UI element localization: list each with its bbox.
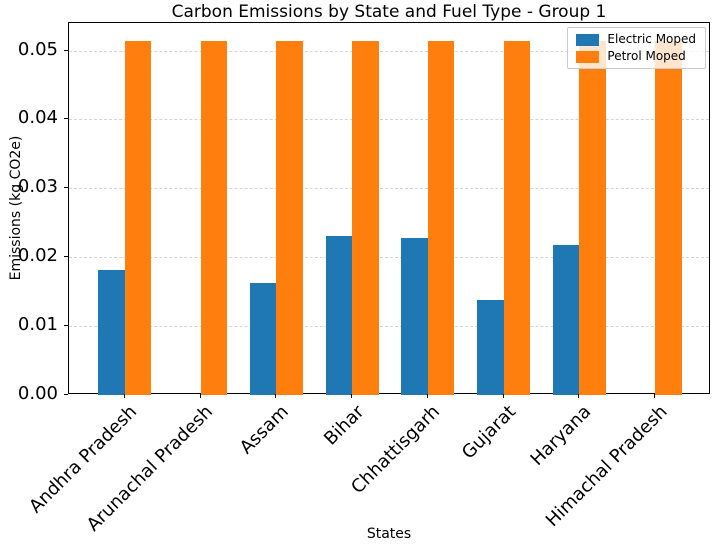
x-tick-label-text: Gujarat <box>457 401 520 464</box>
petrol-moped-bar <box>200 40 228 395</box>
y-tick-label: 0.02 <box>17 245 58 267</box>
x-tick-mark <box>654 394 656 398</box>
x-tick-label-text: Assam <box>235 401 293 459</box>
x-tick-mark <box>426 394 428 398</box>
petrol-moped-bar <box>579 40 606 395</box>
legend-item-petrol-moped: Petrol Moped <box>576 50 696 63</box>
y-tick-mark <box>64 325 68 327</box>
petrol-moped-bar <box>276 40 303 395</box>
y-tick-label: 0.03 <box>17 176 58 198</box>
legend-item-electric-moped: Electric Moped <box>576 33 696 46</box>
x-tick-label-text: Haryana <box>526 401 596 470</box>
x-tick-mark <box>199 394 201 398</box>
petrol-moped-bar <box>427 40 455 395</box>
y-tick-mark <box>64 118 68 120</box>
electric-moped-bar <box>477 299 504 395</box>
gridline <box>69 188 709 190</box>
petrol-moped-bar <box>503 40 531 395</box>
petrol-moped-bar <box>655 40 682 395</box>
petrol-moped-bar <box>124 40 152 395</box>
gridline <box>69 257 709 259</box>
gridline <box>69 50 709 52</box>
petrol-moped-swatch-icon <box>576 50 600 63</box>
legend-label: Electric Moped <box>607 32 696 46</box>
x-axis-label: States <box>366 526 412 542</box>
x-tick-label-text: Arunachal Pradesh <box>82 401 217 536</box>
electric-moped-bar <box>325 235 353 395</box>
electric-moped-bar <box>98 269 125 395</box>
x-tick-mark <box>275 394 277 398</box>
electric-moped-swatch-icon <box>576 33 600 46</box>
plot-area <box>68 22 710 395</box>
electric-moped-bar <box>552 244 580 395</box>
x-tick-label-text: Bihar <box>320 401 369 450</box>
y-tick-label: 0.05 <box>17 38 58 60</box>
y-tick-mark <box>64 394 68 395</box>
y-tick-mark <box>64 187 68 189</box>
y-tick-mark <box>64 49 68 51</box>
y-tick-mark <box>64 256 68 258</box>
x-tick-mark <box>578 394 580 398</box>
y-tick-label: 0.00 <box>17 383 58 404</box>
x-tick-mark <box>123 394 125 398</box>
gridline <box>69 326 709 328</box>
y-tick-label: 0.04 <box>17 107 58 129</box>
chart-title: Carbon Emissions by State and Fuel Type … <box>171 2 607 22</box>
x-tick-mark <box>502 394 504 398</box>
legend: Electric Moped Petrol Moped <box>567 27 706 69</box>
x-tick-mark <box>351 394 353 398</box>
electric-moped-bar <box>249 282 277 395</box>
gridline <box>69 119 709 121</box>
legend-label: Petrol Moped <box>607 49 686 63</box>
electric-moped-bar <box>401 237 428 395</box>
petrol-moped-bar <box>352 40 379 395</box>
y-tick-label: 0.01 <box>17 314 58 336</box>
